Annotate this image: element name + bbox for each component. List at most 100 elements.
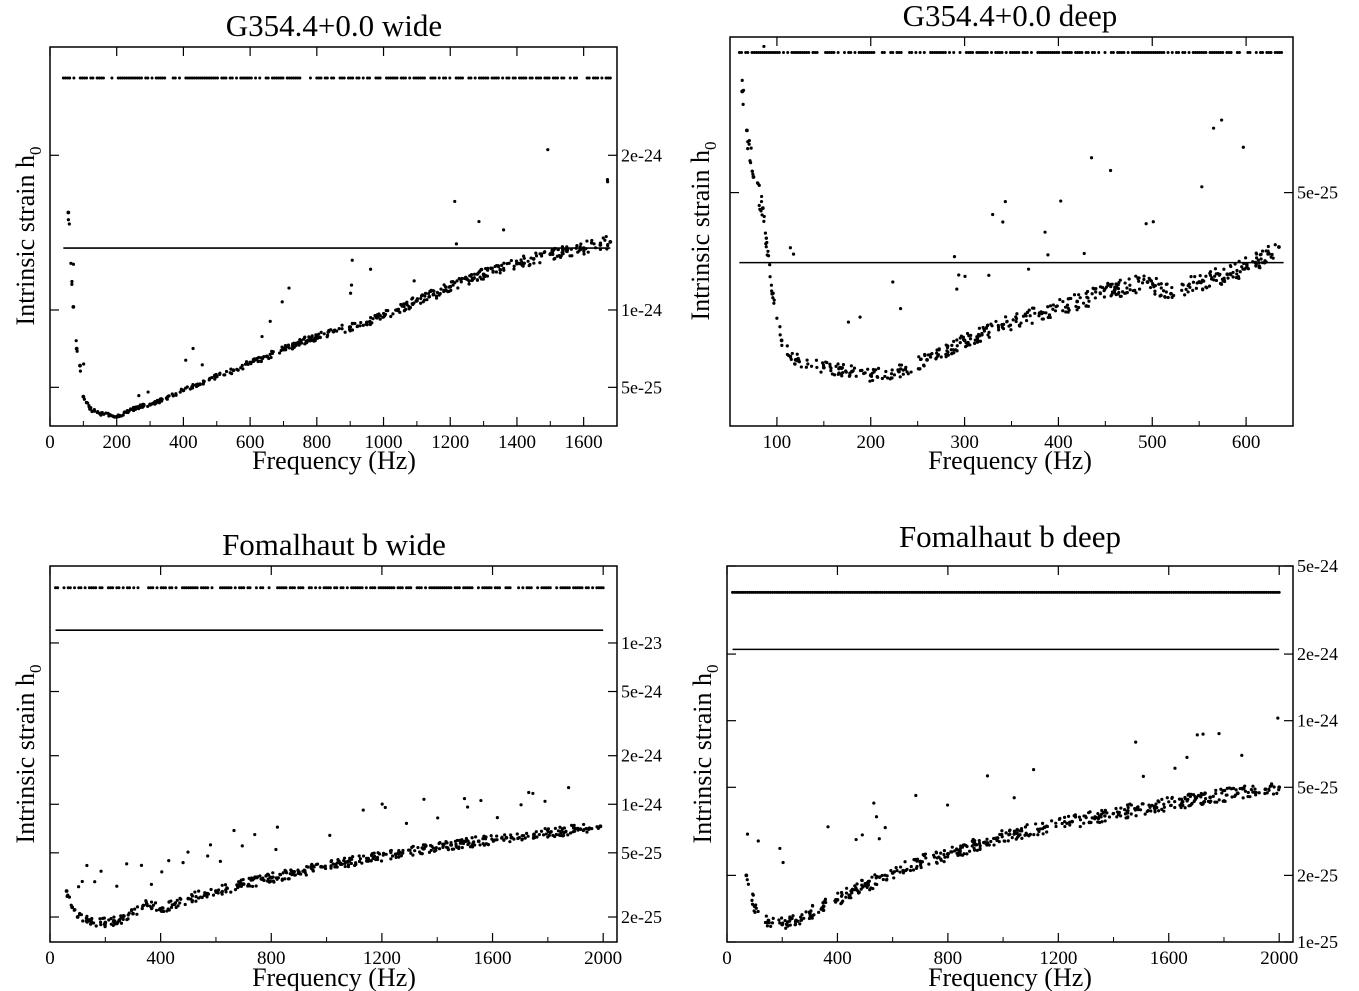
- data-point: [788, 923, 792, 927]
- data-point: [432, 289, 436, 293]
- band-point: [1191, 51, 1195, 55]
- data-point: [757, 183, 761, 188]
- data-point: [274, 847, 278, 852]
- data-point: [917, 355, 921, 359]
- data-point: [229, 890, 233, 894]
- band-point: [604, 76, 608, 80]
- band-point: [975, 51, 979, 55]
- band-point: [1254, 51, 1258, 55]
- data-point: [1263, 787, 1268, 792]
- data-point: [555, 254, 559, 258]
- band-point: [1227, 590, 1231, 594]
- data-point: [923, 852, 928, 856]
- band-point: [904, 590, 908, 594]
- data-point: [744, 128, 749, 133]
- band-point: [1036, 51, 1040, 55]
- band-point: [422, 76, 426, 80]
- band-point: [1106, 590, 1110, 594]
- band-point: [91, 76, 95, 80]
- band-point: [1144, 590, 1148, 594]
- data-point: [1026, 267, 1031, 271]
- data-point: [1206, 799, 1210, 803]
- band-point: [489, 586, 493, 590]
- band-point: [368, 76, 372, 80]
- band-point: [73, 586, 77, 590]
- data-point: [1199, 791, 1203, 796]
- band-point: [128, 586, 132, 590]
- data-point: [952, 339, 956, 343]
- data-point: [361, 808, 365, 812]
- data-point: [1068, 823, 1072, 827]
- band-point: [360, 586, 364, 590]
- data-point: [501, 228, 506, 232]
- band-point: [116, 76, 120, 80]
- data-point: [207, 378, 211, 382]
- data-point: [1047, 313, 1052, 317]
- data-point: [184, 358, 188, 362]
- band-point: [988, 590, 992, 594]
- band-point: [1182, 590, 1186, 594]
- data-point: [274, 876, 278, 880]
- band-point: [1254, 590, 1258, 594]
- data-point: [1212, 278, 1216, 282]
- band-point: [308, 76, 312, 80]
- data-point: [1151, 220, 1155, 224]
- band-point: [194, 76, 198, 80]
- band-point: [847, 51, 851, 55]
- band-point: [387, 76, 391, 80]
- data-point: [102, 916, 106, 920]
- band-point: [258, 76, 262, 80]
- data-point: [1020, 829, 1024, 833]
- band-point: [586, 586, 590, 590]
- data-point: [1106, 281, 1110, 285]
- band-point: [524, 76, 528, 80]
- band-point: [146, 76, 150, 80]
- data-point: [1183, 293, 1187, 297]
- data-point: [489, 834, 493, 838]
- band-point: [1181, 51, 1185, 55]
- data-point: [766, 249, 770, 253]
- data-point: [804, 365, 808, 369]
- band-point: [1210, 590, 1214, 594]
- data-point: [186, 896, 191, 901]
- data-point: [167, 859, 171, 863]
- data-point: [476, 839, 481, 844]
- data-point: [211, 893, 216, 897]
- data-point: [247, 883, 251, 887]
- band-point: [551, 76, 555, 80]
- band-point: [63, 76, 67, 80]
- band-point: [1235, 590, 1239, 594]
- band-point: [767, 51, 771, 55]
- data-point: [457, 276, 461, 281]
- data-point: [140, 906, 144, 911]
- band-point: [832, 590, 836, 594]
- band-point: [1032, 590, 1036, 594]
- data-point: [1243, 789, 1248, 793]
- data-point: [509, 833, 513, 837]
- data-point: [364, 322, 368, 326]
- data-point: [165, 909, 169, 913]
- data-point: [1001, 220, 1005, 224]
- band-point: [1208, 51, 1212, 55]
- band-point: [445, 586, 449, 590]
- band-point: [493, 586, 497, 590]
- data-point: [1226, 276, 1230, 280]
- band-point: [282, 586, 286, 590]
- band-point: [1187, 51, 1191, 55]
- x-tick-label: 2000: [584, 948, 622, 969]
- band-point: [1269, 51, 1273, 55]
- data-point: [190, 894, 195, 898]
- data-point: [745, 878, 749, 882]
- data-point: [1276, 716, 1280, 720]
- data-point: [1075, 299, 1080, 304]
- data-point: [898, 307, 903, 311]
- band-point: [242, 586, 246, 590]
- band-point: [468, 586, 472, 590]
- data-point: [546, 835, 550, 839]
- data-point: [1048, 304, 1053, 308]
- data-point: [1117, 810, 1121, 815]
- data-point: [1127, 277, 1131, 281]
- band-point: [403, 76, 407, 80]
- band-point: [954, 590, 958, 594]
- data-point: [460, 838, 464, 842]
